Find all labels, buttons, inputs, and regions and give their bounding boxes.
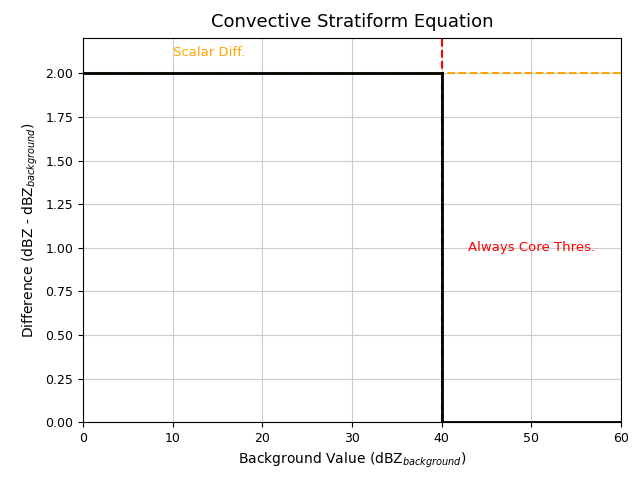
Text: Scalar Diff.: Scalar Diff.: [173, 47, 245, 60]
Y-axis label: Difference (dBZ - dBZ$_{background}$): Difference (dBZ - dBZ$_{background}$): [20, 122, 40, 338]
Title: Convective Stratiform Equation: Convective Stratiform Equation: [211, 13, 493, 31]
X-axis label: Background Value (dBZ$_{background}$): Background Value (dBZ$_{background}$): [237, 451, 467, 470]
Text: Always Core Thres.: Always Core Thres.: [468, 241, 596, 254]
